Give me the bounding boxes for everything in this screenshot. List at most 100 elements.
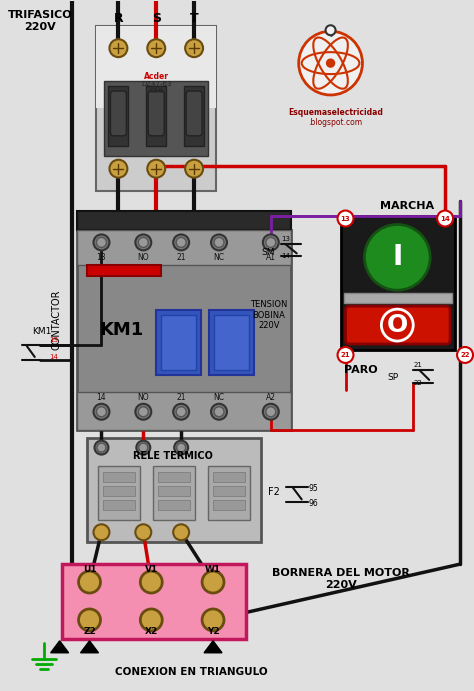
Circle shape	[176, 407, 186, 417]
Circle shape	[176, 238, 186, 247]
Bar	[77, 392, 291, 430]
Circle shape	[263, 404, 279, 419]
Circle shape	[136, 524, 151, 540]
Bar	[161, 315, 196, 370]
Circle shape	[185, 160, 203, 178]
Text: Esquemaselectricidad: Esquemaselectricidad	[288, 108, 383, 117]
Circle shape	[79, 609, 100, 631]
Circle shape	[299, 31, 363, 95]
Bar	[340, 216, 455, 350]
Text: Y2: Y2	[207, 627, 219, 636]
Text: KM1: KM1	[32, 327, 51, 336]
Text: 22: 22	[460, 352, 470, 358]
Circle shape	[457, 347, 473, 363]
Circle shape	[97, 238, 107, 247]
Text: 21: 21	[176, 393, 186, 402]
Polygon shape	[51, 641, 69, 653]
Circle shape	[93, 524, 109, 540]
Text: TENSION
BOBINA
220V: TENSION BOBINA 220V	[250, 300, 288, 330]
Circle shape	[136, 234, 151, 250]
Text: 21: 21	[414, 362, 423, 368]
Circle shape	[326, 26, 336, 35]
Text: 96: 96	[309, 499, 319, 508]
Circle shape	[202, 571, 224, 593]
Circle shape	[337, 347, 354, 363]
Text: 21: 21	[176, 253, 186, 262]
Circle shape	[365, 225, 430, 290]
Text: F2: F2	[268, 487, 280, 498]
Bar	[109, 86, 128, 146]
Text: NO: NO	[137, 393, 149, 402]
Bar	[158, 486, 190, 496]
Circle shape	[211, 404, 227, 419]
Text: I: I	[392, 243, 402, 272]
Text: V1: V1	[145, 565, 158, 574]
Bar	[213, 500, 245, 511]
Bar	[62, 564, 246, 639]
FancyBboxPatch shape	[346, 306, 450, 344]
Text: 14: 14	[440, 216, 450, 222]
Circle shape	[214, 407, 224, 417]
Text: 14: 14	[281, 254, 290, 259]
Bar	[103, 486, 136, 496]
Circle shape	[109, 39, 128, 57]
Circle shape	[211, 234, 227, 250]
Text: 13: 13	[97, 253, 106, 262]
Text: NC: NC	[213, 253, 225, 262]
Text: C10: C10	[149, 88, 163, 94]
Circle shape	[202, 609, 224, 631]
Circle shape	[173, 404, 189, 419]
Text: TRIFASICO
220V: TRIFASICO 220V	[8, 10, 72, 32]
Polygon shape	[81, 641, 99, 653]
Text: 21: 21	[341, 352, 350, 358]
Text: SP: SP	[388, 373, 399, 382]
Bar	[77, 231, 291, 265]
Circle shape	[136, 404, 151, 419]
FancyBboxPatch shape	[186, 91, 202, 136]
Circle shape	[147, 160, 165, 178]
Bar	[103, 500, 136, 511]
Text: Z2: Z2	[83, 627, 96, 636]
Circle shape	[185, 39, 203, 57]
Circle shape	[138, 238, 148, 247]
Bar	[87, 265, 161, 276]
Circle shape	[266, 238, 276, 247]
Bar	[208, 466, 250, 520]
Text: .blogspot.com: .blogspot.com	[309, 118, 363, 127]
Text: KM1: KM1	[99, 321, 144, 339]
Bar	[156, 310, 201, 375]
Text: PARO: PARO	[344, 365, 377, 375]
Text: SM: SM	[261, 248, 274, 257]
Circle shape	[93, 234, 109, 250]
Bar	[213, 486, 245, 496]
Bar	[158, 500, 190, 511]
Text: 13: 13	[49, 337, 58, 343]
Circle shape	[93, 404, 109, 419]
Bar	[77, 231, 291, 430]
Bar	[97, 26, 216, 108]
Circle shape	[139, 443, 148, 452]
Circle shape	[140, 571, 162, 593]
Circle shape	[174, 441, 188, 455]
Text: R: R	[114, 12, 123, 25]
Text: 95: 95	[309, 484, 319, 493]
Circle shape	[137, 441, 150, 455]
Bar	[77, 211, 291, 231]
Text: CONTACTOR: CONTACTOR	[52, 290, 62, 350]
Circle shape	[147, 39, 165, 57]
Circle shape	[173, 524, 189, 540]
Circle shape	[97, 443, 106, 452]
Bar	[213, 473, 245, 482]
Polygon shape	[204, 641, 222, 653]
Circle shape	[173, 234, 189, 250]
Text: A2: A2	[266, 393, 276, 402]
Text: 22: 22	[414, 380, 423, 386]
Circle shape	[94, 441, 109, 455]
Text: U1: U1	[82, 565, 96, 574]
Text: T: T	[190, 12, 199, 25]
Circle shape	[337, 211, 354, 227]
Text: 13: 13	[341, 216, 350, 222]
Text: MARCHA: MARCHA	[380, 200, 434, 211]
Bar	[344, 293, 452, 303]
Bar	[153, 466, 195, 520]
